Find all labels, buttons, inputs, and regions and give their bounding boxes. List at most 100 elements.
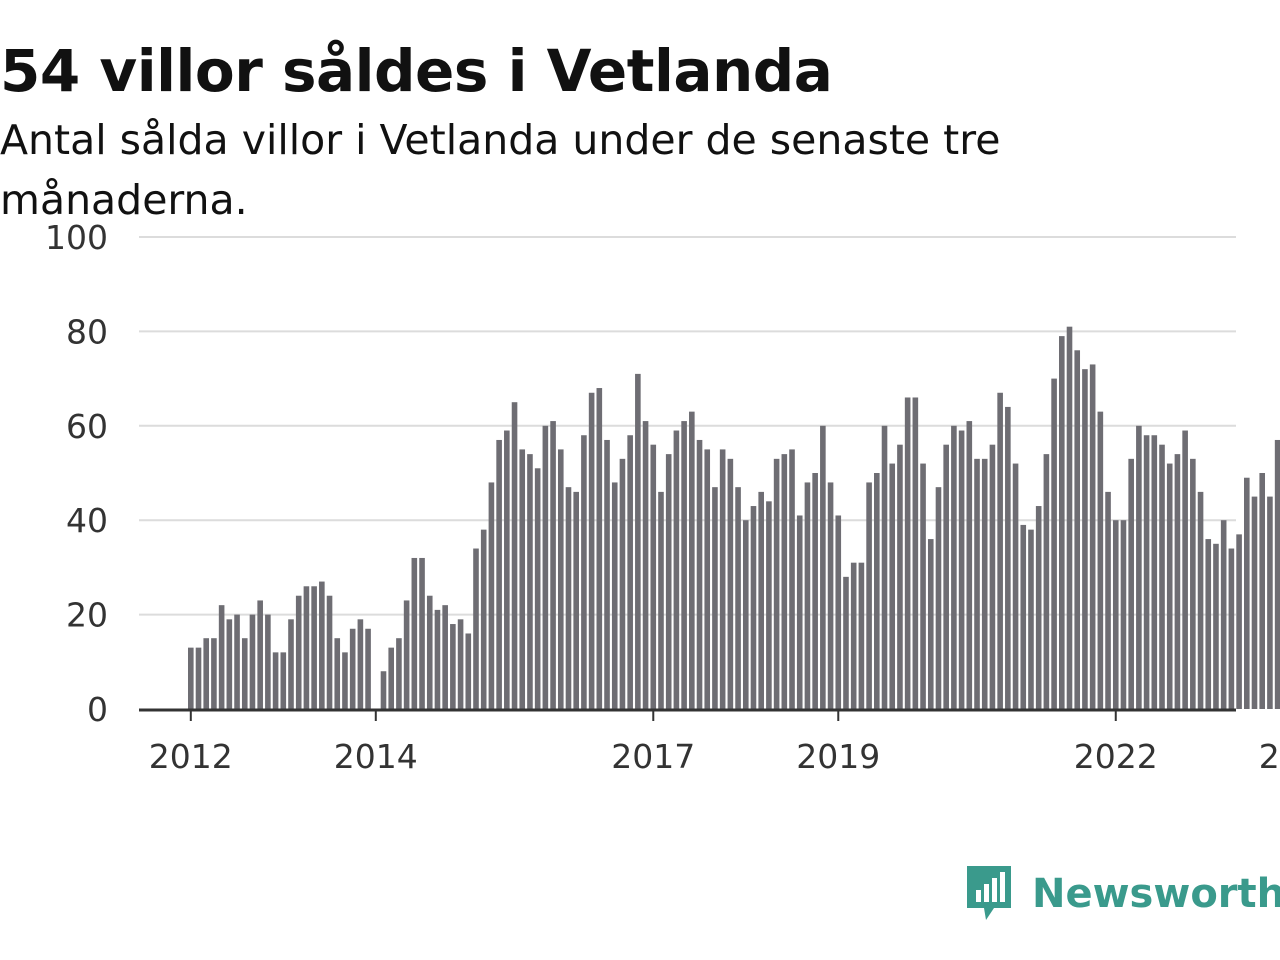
bar	[488, 482, 495, 709]
x-axis-labels: 2012 2014 2017 2019 2022 2024	[149, 710, 1280, 776]
bar	[265, 614, 271, 709]
bar	[874, 473, 880, 709]
bar	[396, 638, 402, 709]
bar	[796, 515, 803, 709]
bar	[689, 411, 695, 709]
bar	[426, 595, 433, 709]
bar	[704, 449, 711, 709]
y-axis-labels: 0 20 40 60 80 100	[45, 218, 108, 729]
bar	[1159, 444, 1165, 709]
bar	[272, 652, 279, 709]
bar	[342, 652, 348, 709]
x-tick-label: 2012	[149, 737, 233, 776]
bar	[496, 439, 502, 709]
bar	[619, 458, 626, 709]
bar	[419, 557, 425, 709]
bar	[450, 624, 456, 709]
bar	[334, 638, 341, 709]
bar	[1190, 458, 1196, 709]
bar	[573, 491, 579, 709]
bar	[804, 482, 811, 709]
bar	[542, 425, 549, 709]
bar	[1028, 529, 1034, 709]
bar	[1128, 458, 1134, 709]
bar	[527, 454, 533, 709]
bar	[303, 586, 310, 709]
bar	[766, 501, 772, 709]
chart-title: 54 villor såldes i Vetlanda	[0, 37, 833, 105]
bar	[1236, 534, 1242, 709]
bar	[858, 562, 865, 709]
bar	[781, 454, 788, 709]
bar	[1182, 430, 1188, 709]
bar	[1143, 435, 1150, 709]
chart-subtitle: Antal sålda villor i Vetlanda under de s…	[0, 116, 1001, 224]
bar	[897, 444, 903, 709]
bar	[1151, 435, 1158, 709]
bar	[1120, 520, 1127, 709]
bar	[311, 586, 317, 709]
bar	[889, 463, 896, 709]
bar	[611, 482, 618, 709]
newsworthy-logo-text: Newsworthy	[1032, 871, 1280, 917]
bar	[727, 458, 734, 709]
bar	[1136, 425, 1142, 709]
bar	[1259, 473, 1266, 709]
bar	[519, 449, 526, 709]
bar	[188, 647, 194, 709]
bar	[365, 628, 371, 709]
bar	[380, 671, 387, 709]
bar	[257, 600, 263, 709]
bar	[403, 600, 410, 709]
y-tick-label: 40	[66, 501, 108, 540]
bar	[588, 392, 595, 709]
bar	[1105, 491, 1111, 709]
y-tick-label: 20	[66, 596, 108, 635]
bar	[719, 449, 726, 709]
bar	[581, 435, 587, 709]
bar	[1174, 454, 1181, 709]
bar	[319, 581, 325, 709]
bar	[843, 576, 849, 709]
bar	[1066, 326, 1073, 709]
bar	[827, 482, 834, 709]
bar	[511, 402, 518, 709]
bar	[665, 454, 672, 709]
y-tick-label: 80	[66, 312, 108, 351]
bar	[465, 633, 472, 709]
bar	[211, 638, 217, 709]
bar	[812, 473, 818, 709]
bar	[388, 647, 395, 709]
bar	[1244, 477, 1250, 709]
bar	[650, 444, 657, 709]
bar	[1205, 539, 1212, 709]
bar	[349, 628, 356, 709]
x-tick-label: 2019	[796, 737, 880, 776]
bar	[866, 482, 872, 709]
bar	[742, 520, 749, 709]
bar	[1251, 496, 1258, 709]
bar	[1267, 496, 1273, 709]
bar	[1005, 406, 1011, 709]
bar	[218, 605, 225, 709]
y-tick-label: 100	[45, 218, 108, 257]
bar	[1035, 506, 1042, 709]
bar	[534, 468, 541, 709]
bar	[635, 373, 641, 709]
bar	[966, 421, 973, 709]
bar	[1228, 548, 1235, 709]
bar	[1166, 463, 1173, 709]
bar	[326, 595, 333, 709]
bar	[881, 425, 888, 709]
bar	[195, 647, 202, 709]
bar	[596, 388, 603, 709]
bar	[234, 614, 240, 709]
bar	[357, 619, 364, 709]
bar	[1089, 364, 1096, 709]
bar	[997, 392, 1003, 709]
bar	[981, 458, 988, 709]
y-tick-label: 60	[66, 407, 108, 446]
bar	[604, 439, 610, 709]
bars	[188, 326, 1280, 709]
bar	[241, 638, 248, 709]
